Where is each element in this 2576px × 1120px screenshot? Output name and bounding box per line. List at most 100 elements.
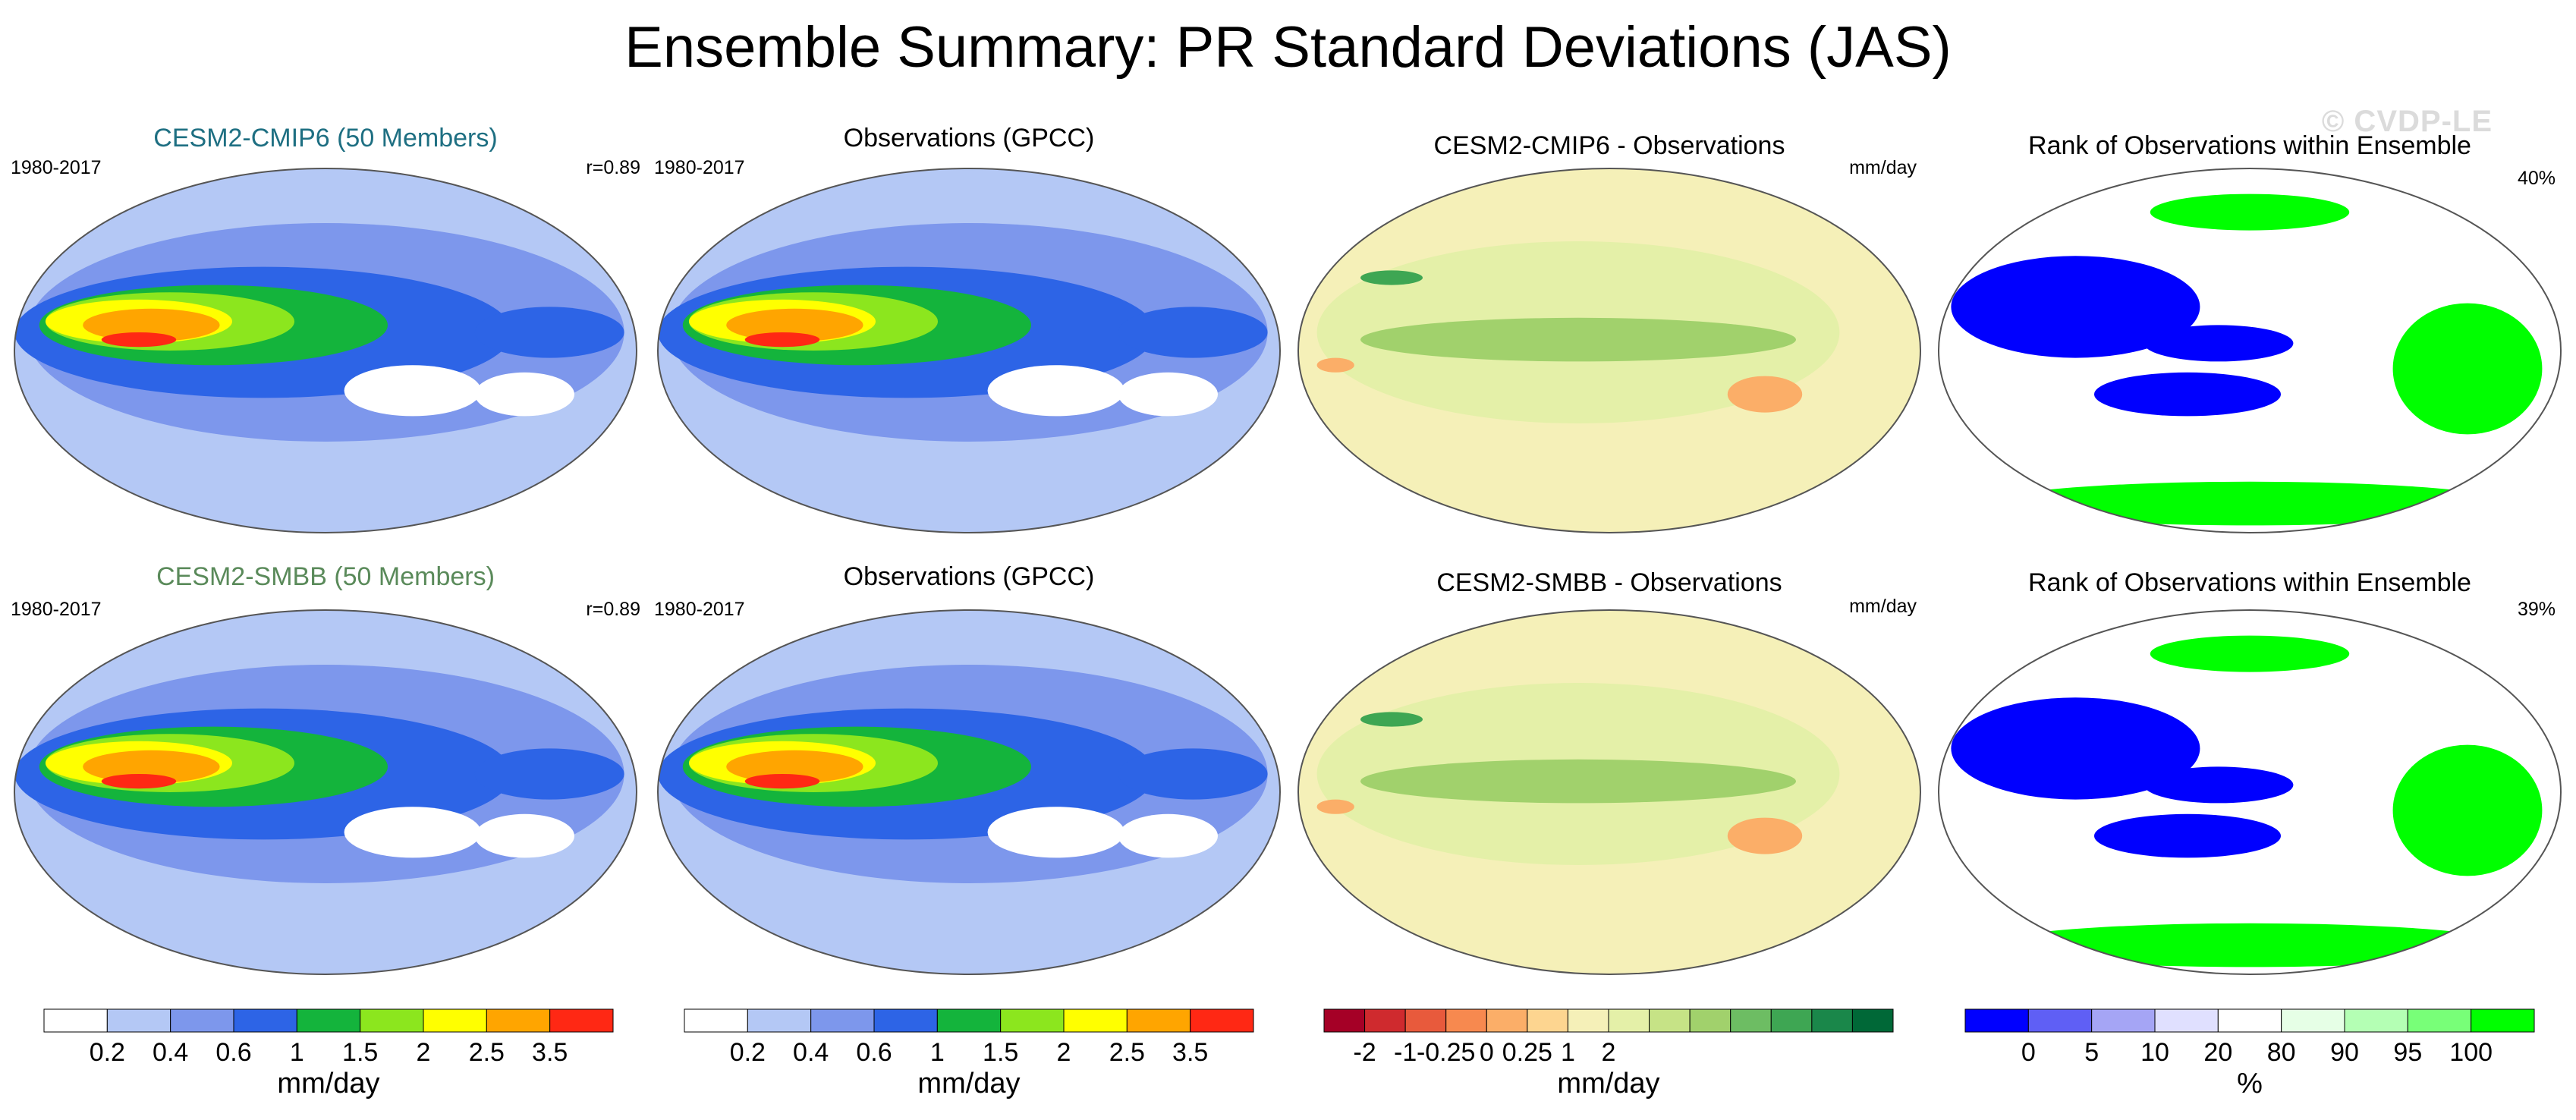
colorbar-swatch [2471,1008,2535,1033]
panel-title: Rank of Observations within Ensemble [2028,568,2471,597]
colorbar-swatch [2217,1008,2282,1033]
panel-title: Observations (GPCC) [843,124,1095,153]
field-region [344,807,481,858]
colorbar-swatch [810,1008,875,1033]
panel-model1: CESM2-CMIP6 (50 Members) 1980-2017 r=0.8… [11,120,640,545]
map-field [658,168,1280,533]
colorbar-swatch [549,1008,614,1033]
field-region [2392,303,2543,435]
panel-title: CESM2-SMBB (50 Members) [156,562,495,591]
colorbar-swatch [106,1008,171,1033]
field-region [744,332,820,348]
colorbar-swatch [2281,1008,2345,1033]
field-region [474,813,575,858]
field-region [2144,325,2294,362]
colorbar-swatch [1445,1008,1487,1033]
colorbar-swatch [170,1008,234,1033]
colorbar-swatch [1964,1008,2029,1033]
colorbar-tick-label: 1.5 [342,1038,378,1067]
panel-diff1: CESM2-CMIP6 - Observations mm/day [1294,120,1924,545]
colorbar-swatch [1770,1008,1813,1033]
field-region [474,748,624,800]
field-region [1118,372,1218,417]
field-region [101,774,177,789]
map-globe [657,609,1281,975]
colorbar-tick-label: 10 [2140,1038,2169,1067]
panel-title: CESM2-CMIP6 (50 Members) [153,124,498,153]
colorbar-tick-label: 0 [1480,1038,1494,1067]
field-region [2392,744,2543,876]
colorbar-swatch [2344,1008,2408,1033]
colorbar-swatch [1567,1008,1609,1033]
correlation-label: r=0.89 [586,157,640,178]
field-region [1118,748,1268,800]
panel-title: CESM2-CMIP6 - Observations [1433,131,1785,160]
colorbar-unit-label: mm/day [277,1068,379,1100]
colorbar-unit-label: mm/day [917,1068,1020,1100]
field-region [1727,376,1803,413]
colorbar-swatch [1851,1008,1894,1033]
colorbar-unit-label: % [2237,1068,2263,1100]
colorbar-tick-label: 1 [1561,1038,1575,1067]
colorbar-tick-label: 0.25 [1502,1038,1552,1067]
colorbar-swatch [1323,1008,1366,1033]
map-globe [1938,609,2562,975]
field-region [474,372,575,417]
colorbar-swatch [1063,1008,1128,1033]
map-globe [1297,168,1921,533]
panel-title: Rank of Observations within Ensemble [2028,131,2471,160]
field-region [1988,923,2512,967]
colorbar-swatch [747,1008,812,1033]
field-region [1118,813,1218,858]
field-region [2094,813,2281,858]
correlation-label: r=0.89 [586,599,640,620]
map-globe [14,609,637,975]
map-field [1298,168,1920,533]
colorbar-swatch [423,1008,487,1033]
field-region [83,308,220,341]
map-globe [657,168,1281,533]
colorbar-tick-label: 2 [417,1038,431,1067]
colorbar-tick-label: 2 [1057,1038,1071,1067]
map-outline [14,609,637,975]
panel-obs2: Observations (GPCC) 1980-2017 [654,562,1284,986]
colorbar-swatch [1608,1008,1650,1033]
colorbar-tick-label: 1 [930,1038,945,1067]
colorbar-swatch [486,1008,551,1033]
field-region [2144,766,2294,804]
map-field [14,168,637,533]
panel-rank1: Rank of Observations within Ensemble 40% [1935,120,2565,545]
colorbar-swatch [1527,1008,1568,1033]
colorbar-std-obs: 0.2 0.4 0.6 1 1.5 2 2.5 3.5 mm/day [684,1008,1254,1100]
colorbar-unit-label: mm/day [1557,1068,1659,1100]
map-field [1939,610,2561,974]
panel-rank2: Rank of Observations within Ensemble 39% [1935,562,2565,986]
colorbar-tick-label: -1 [1394,1038,1417,1067]
watermark: © CVDP-LE [2321,105,2493,138]
field-region [987,807,1124,858]
colorbar-tick-label: 1 [290,1038,304,1067]
panel-title: Observations (GPCC) [843,562,1095,591]
colorbar-tick-label: 2.5 [469,1038,505,1067]
map-globe [1297,609,1921,975]
map-field [1298,610,1920,974]
colorbar-swatch [296,1008,361,1033]
colorbar-tick-label: 0.4 [793,1038,829,1067]
field-region [744,774,820,789]
rank-percent-label: 40% [2517,168,2556,189]
colorbar-tick-label: 0.6 [856,1038,892,1067]
units-label: mm/day [1849,596,1917,617]
period-label: 1980-2017 [11,599,102,620]
field-region [726,308,863,341]
colorbar-tick-label: 0 [2021,1038,2036,1067]
panel-obs1: Observations (GPCC) 1980-2017 [654,120,1284,545]
field-region [1316,357,1354,373]
map-outline [1938,168,2562,533]
colorbar-tick-label: 0.2 [730,1038,766,1067]
colorbar-tick-label: 95 [2393,1038,2422,1067]
colorbar-swatch [1649,1008,1691,1033]
colorbar-swatch [1000,1008,1065,1033]
colorbar-rank: 0 5 10 20 80 90 95 100% [1964,1008,2535,1100]
field-region [2094,372,2281,417]
page-title: Ensemble Summary: PR Standard Deviations… [624,15,1952,80]
